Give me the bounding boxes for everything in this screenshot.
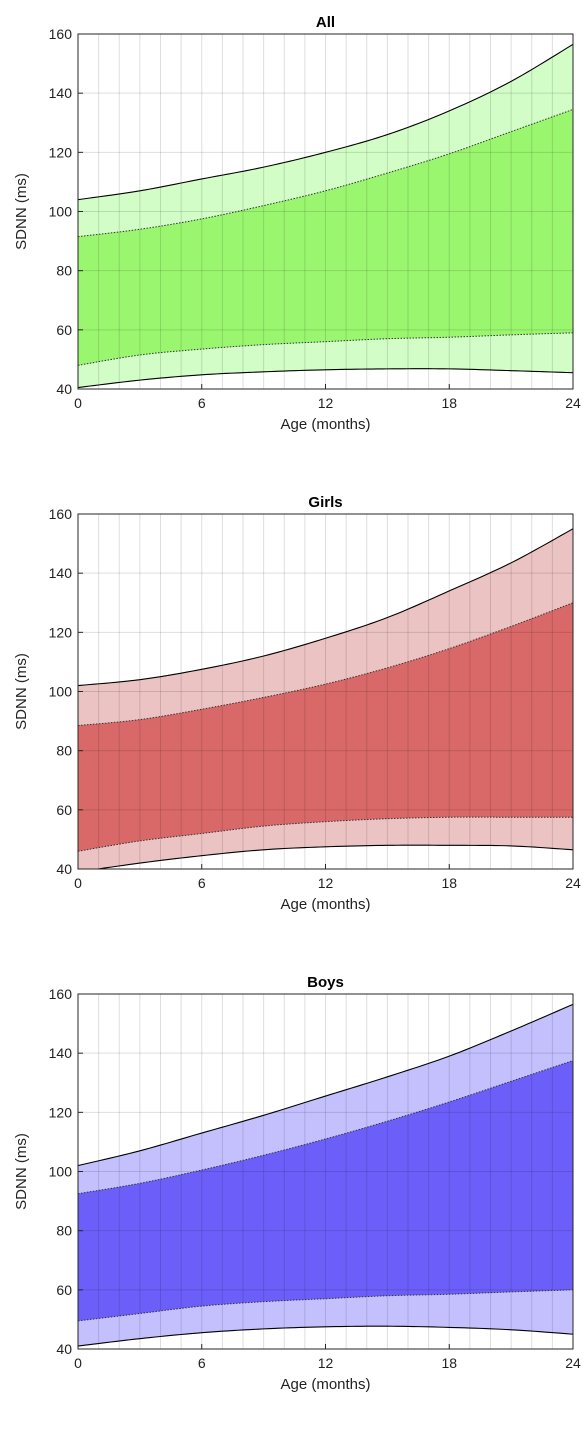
y-tick-label: 80 [56, 263, 72, 279]
outer-lower-line [78, 1325, 573, 1347]
x-tick-label: 12 [318, 395, 334, 411]
chart-title: Boys [307, 974, 344, 991]
x-axis-label: Age (months) [280, 1376, 370, 1393]
y-tick-label: 100 [49, 204, 73, 220]
y-tick-label: 120 [49, 624, 73, 640]
inner-band [78, 602, 573, 852]
inner-lower-line [78, 332, 573, 366]
y-tick-label: 80 [56, 1223, 72, 1239]
y-tick-label: 140 [49, 1045, 73, 1061]
y-tick-label: 100 [49, 684, 73, 700]
inner-lower-line [78, 816, 573, 852]
chart-girls: 0 6 12 18 24 40 60 80 100 120 140 160 Girls Age (mont… [13, 494, 581, 913]
y-axis-label: SDNN (ms) [13, 173, 30, 250]
x-tick-label: 12 [318, 875, 334, 891]
x-tick-label: 24 [565, 395, 581, 411]
chart-boys: 0 6 12 18 24 40 60 80 100 120 140 160 Boys Age (month… [13, 974, 581, 1393]
y-tick-label: 160 [49, 506, 73, 522]
x-tick-label: 0 [74, 875, 82, 891]
y-tick-label: 80 [56, 743, 72, 759]
inner-upper-line [78, 1060, 573, 1195]
y-tick-label: 60 [56, 322, 72, 338]
y-tick-label: 120 [49, 144, 73, 160]
outer-upper-line [78, 528, 573, 687]
y-tick-label: 40 [56, 861, 72, 877]
x-tick-label: 0 [74, 395, 82, 411]
chart-title: Girls [308, 494, 342, 511]
chart-title: All [316, 14, 335, 31]
x-tick-label: 24 [565, 875, 581, 891]
outer-upper-line [78, 43, 573, 201]
x-tick-label: 12 [318, 1355, 334, 1371]
chart-panel-all: 0 6 12 18 24 40 60 80 100 120 140 160 All Age (months… [0, 0, 586, 480]
x-tick-label: 24 [565, 1355, 581, 1371]
y-tick-label: 40 [56, 381, 72, 397]
x-tick-label: 0 [74, 1355, 82, 1371]
x-tick-label: 18 [441, 875, 457, 891]
inner-upper-line [78, 602, 573, 727]
y-tick-label: 100 [49, 1164, 73, 1180]
chart-all: 0 6 12 18 24 40 60 80 100 120 140 160 All Age (months… [13, 14, 581, 433]
x-tick-label: 6 [198, 1355, 206, 1371]
x-tick-label: 18 [441, 395, 457, 411]
chart-panel-girls: 0 6 12 18 24 40 60 80 100 120 140 160 Girls Age (mont… [0, 480, 586, 960]
y-axis-label: SDNN (ms) [13, 653, 30, 730]
outer-lower-line [78, 368, 573, 389]
x-axis-label: Age (months) [280, 416, 370, 433]
y-tick-label: 60 [56, 1282, 72, 1298]
outer-upper-line [78, 1003, 573, 1167]
inner-band [78, 1060, 573, 1321]
x-axis-label: Age (months) [280, 896, 370, 913]
outer-lower-line [94, 844, 573, 869]
inner-band [78, 109, 573, 366]
y-tick-label: 120 [49, 1104, 73, 1120]
y-tick-label: 40 [56, 1341, 72, 1357]
band-group [78, 994, 573, 1349]
band-group [78, 34, 573, 389]
x-tick-label: 6 [198, 395, 206, 411]
chart-panel-boys: 0 6 12 18 24 40 60 80 100 120 140 160 Boys Age (month… [0, 960, 586, 1440]
y-tick-label: 160 [49, 986, 73, 1002]
y-tick-label: 160 [49, 26, 73, 42]
y-axis-label: SDNN (ms) [13, 1133, 30, 1210]
band-group [78, 514, 573, 869]
x-tick-label: 6 [198, 875, 206, 891]
x-tick-label: 18 [441, 1355, 457, 1371]
y-tick-label: 140 [49, 565, 73, 581]
y-tick-label: 60 [56, 802, 72, 818]
y-tick-label: 140 [49, 85, 73, 101]
